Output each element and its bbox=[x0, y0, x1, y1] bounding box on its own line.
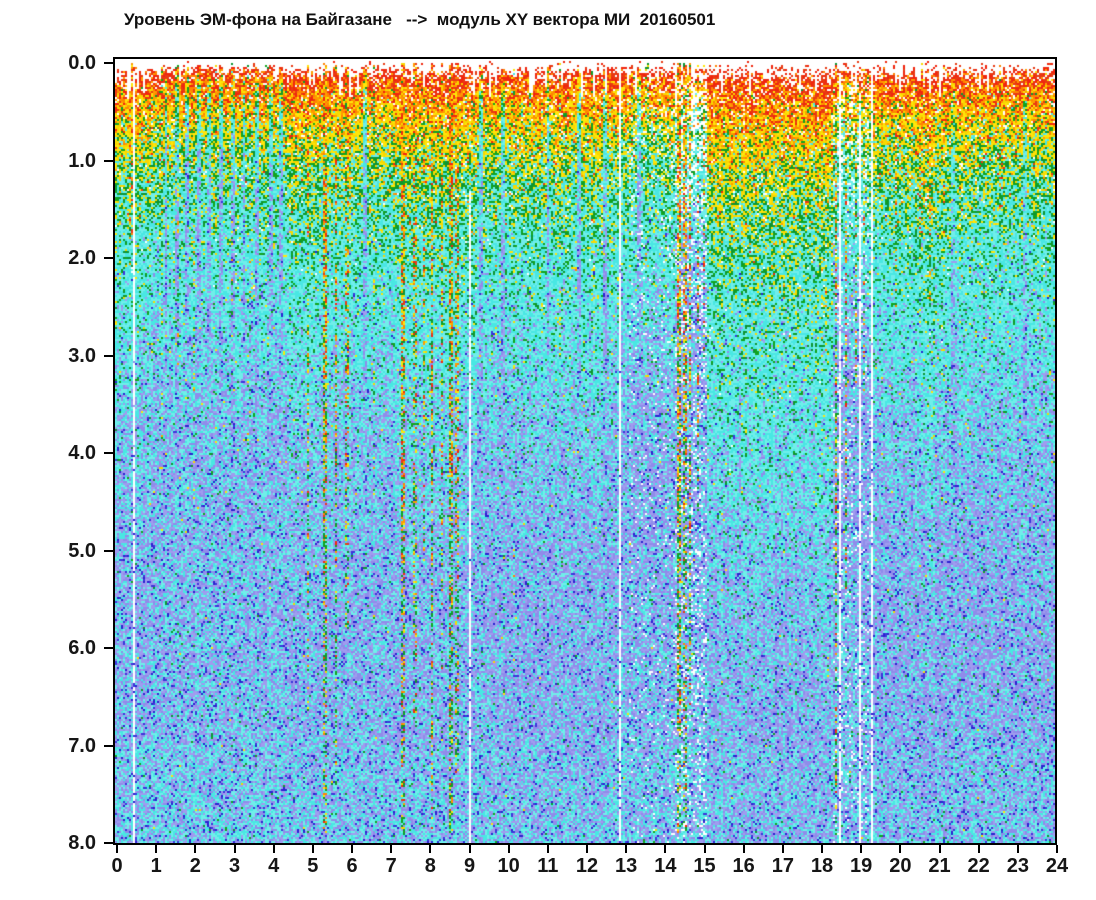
x-tick-label: 5 bbox=[307, 855, 319, 877]
x-tick bbox=[625, 845, 628, 853]
x-tick-label: 11 bbox=[537, 855, 559, 877]
y-tick bbox=[104, 549, 114, 552]
y-tick-label: 7.0 bbox=[68, 734, 96, 757]
x-tick bbox=[233, 845, 236, 853]
y-tick bbox=[104, 257, 114, 259]
x-tick bbox=[977, 845, 980, 853]
chart-title: Уровень ЭМ-фона на Байгазане --> модуль … bbox=[124, 10, 716, 29]
x-tick bbox=[821, 845, 823, 853]
x-tick bbox=[272, 845, 275, 853]
y-tick bbox=[104, 159, 114, 162]
x-tick bbox=[860, 845, 863, 853]
x-tick bbox=[664, 845, 667, 853]
y-tick-label: 0.0 bbox=[68, 52, 96, 74]
x-tick bbox=[1056, 845, 1058, 853]
x-tick-label: 17 bbox=[771, 855, 794, 877]
x-tick-label: 6 bbox=[346, 855, 358, 877]
y-tick-label: 6.0 bbox=[68, 637, 96, 659]
x-tick-label: 18 bbox=[810, 855, 834, 877]
x-tick-label: 2 bbox=[189, 855, 201, 877]
y-tick bbox=[104, 452, 114, 454]
x-tick-label: 16 bbox=[732, 855, 755, 877]
x-tick-label: 3 bbox=[228, 855, 241, 877]
x-tick bbox=[586, 845, 588, 853]
x-tick-label: 1 bbox=[150, 855, 162, 877]
x-tick bbox=[468, 845, 471, 853]
x-tick-label: 19 bbox=[850, 855, 873, 877]
y-tick-label: 3.0 bbox=[68, 344, 96, 367]
y-tick-label: 5.0 bbox=[68, 539, 96, 562]
x-tick-label: 12 bbox=[575, 855, 599, 877]
x-tick-label: 20 bbox=[889, 855, 912, 877]
x-tick bbox=[155, 845, 158, 853]
x-tick bbox=[351, 845, 353, 853]
y-tick bbox=[104, 842, 114, 844]
x-tick-label: 4 bbox=[268, 855, 280, 877]
y-tick-label: 1.0 bbox=[68, 149, 96, 172]
x-tick-label: 22 bbox=[967, 855, 990, 877]
x-tick-label: 24 bbox=[1045, 855, 1069, 877]
x-tick-label: 13 bbox=[615, 855, 638, 877]
x-tick bbox=[116, 845, 118, 853]
y-tick-label: 8.0 bbox=[68, 832, 96, 854]
x-tick-label: 8 bbox=[424, 855, 436, 877]
y-tick bbox=[104, 62, 114, 64]
x-tick bbox=[742, 845, 745, 853]
x-tick bbox=[781, 845, 784, 853]
x-tick bbox=[546, 845, 549, 853]
x-tick-label: 23 bbox=[1006, 855, 1029, 877]
x-tick bbox=[429, 845, 432, 853]
x-tick-label: 15 bbox=[693, 855, 716, 877]
x-tick bbox=[938, 845, 941, 853]
y-tick-label: 4.0 bbox=[68, 442, 96, 464]
x-tick-label: 14 bbox=[654, 855, 677, 877]
x-tick bbox=[899, 845, 902, 853]
y-tick bbox=[104, 354, 114, 357]
x-tick bbox=[390, 845, 393, 853]
y-tick bbox=[104, 647, 114, 649]
x-tick-label: 10 bbox=[497, 855, 520, 877]
x-tick bbox=[703, 845, 706, 853]
x-tick bbox=[1016, 845, 1019, 853]
y-tick-label: 2.0 bbox=[68, 247, 96, 269]
x-tick-label: 21 bbox=[928, 855, 951, 877]
x-tick-label: 0 bbox=[111, 855, 123, 877]
density-scatter-canvas bbox=[115, 59, 1055, 843]
x-tick bbox=[194, 845, 197, 853]
x-tick-label: 7 bbox=[385, 855, 397, 877]
x-tick bbox=[507, 845, 510, 853]
plot-frame bbox=[113, 57, 1057, 845]
x-tick bbox=[311, 845, 314, 853]
y-tick bbox=[104, 744, 114, 747]
x-tick-label: 9 bbox=[463, 855, 476, 877]
